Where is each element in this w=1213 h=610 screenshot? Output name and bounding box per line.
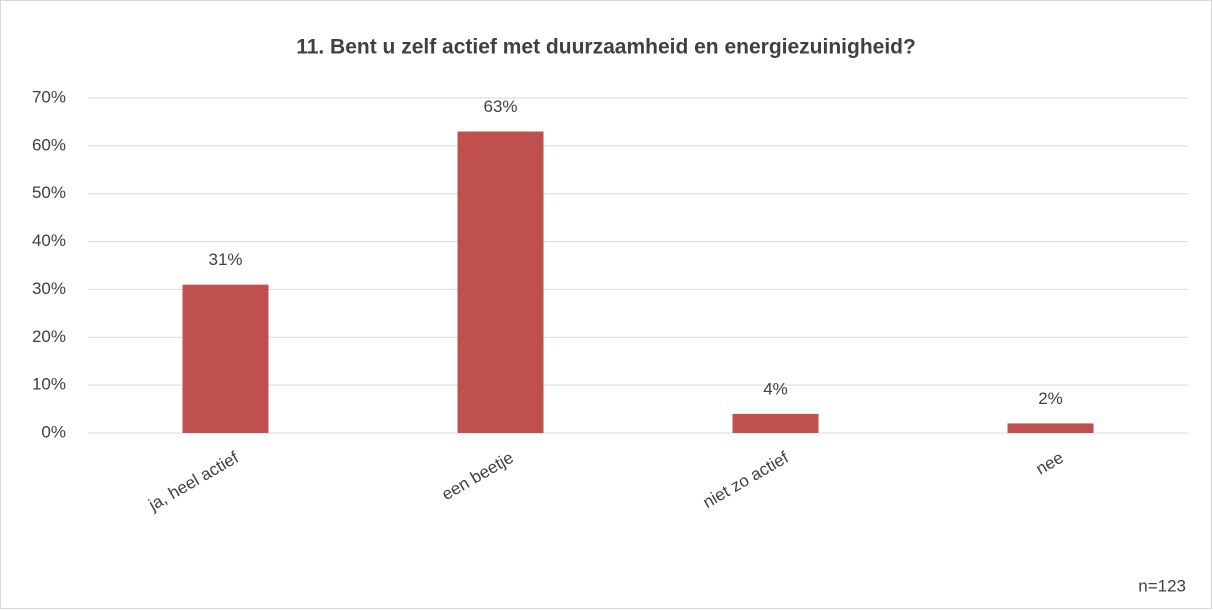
y-tick-label: 30% [32, 279, 66, 298]
bar [1007, 423, 1094, 433]
y-tick-label: 10% [32, 375, 66, 394]
data-label: 31% [208, 250, 242, 269]
chart-title: 11. Bent u zelf actief met duurzaamheid … [296, 36, 916, 59]
y-tick-label: 40% [32, 231, 66, 250]
y-tick-label: 0% [41, 422, 66, 441]
y-tick-label: 70% [32, 87, 66, 106]
annotation: n=123 [1138, 576, 1186, 595]
y-tick-label: 60% [32, 135, 66, 154]
y-tick-label: 20% [32, 327, 66, 346]
data-label: 63% [483, 97, 517, 116]
bar [182, 284, 269, 433]
y-tick-label: 50% [32, 183, 66, 202]
data-label: 2% [1038, 389, 1063, 408]
bar [457, 131, 544, 433]
data-label: 4% [763, 379, 788, 398]
bar [732, 413, 819, 433]
